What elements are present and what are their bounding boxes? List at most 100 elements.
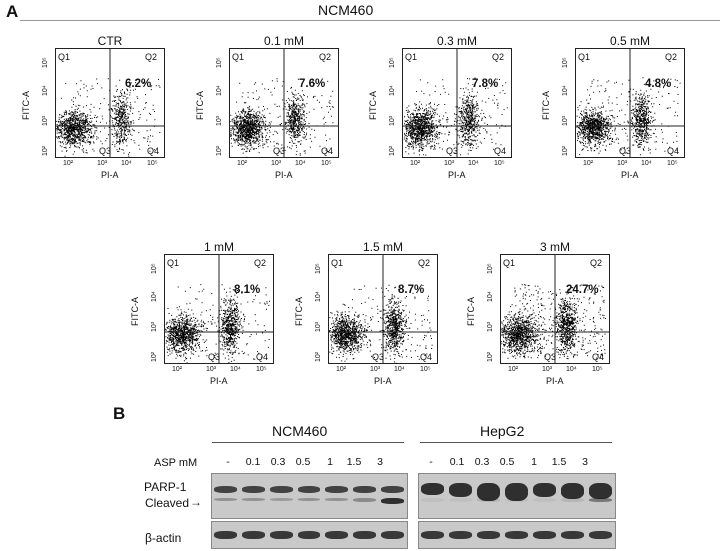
y-tick-label: 10⁵: [315, 263, 322, 274]
y-tick-label: 10³: [389, 115, 396, 126]
x-tick-label: 10²: [237, 160, 248, 167]
y-tick-label: 10³: [216, 115, 223, 126]
blot-band: [241, 531, 265, 539]
q2-percentage: 4.8%: [645, 78, 672, 90]
lane-label: 0.3: [270, 456, 286, 468]
x-tick-label: 10³: [617, 160, 628, 167]
x-axis-label: PI-A: [101, 170, 119, 180]
y-tick-label: 10⁴: [216, 85, 223, 96]
y-tick-label: 10⁴: [562, 85, 569, 96]
asp-label: ASP mM: [154, 457, 198, 469]
y-tick-label: 10³: [487, 321, 494, 332]
blot-band: [589, 483, 612, 499]
panel-a-cell-line: NCM460: [318, 2, 374, 18]
y-tick-label: 10⁵: [216, 57, 223, 68]
y-tick-label: 10³: [562, 115, 569, 126]
y-tick-label: 10²: [151, 351, 158, 362]
blot-band: [477, 498, 500, 502]
y-tick-label: 10⁴: [315, 291, 322, 302]
group-hepg2-line: [420, 442, 612, 443]
blot-band: [533, 483, 556, 497]
lane-label: -: [429, 456, 433, 468]
blot-band: [533, 498, 556, 502]
scatter-area: [575, 48, 685, 158]
blot-band: [561, 531, 584, 539]
x-tick-label: 10⁵: [256, 366, 267, 373]
flow-plot: Q1 Q2 Q3 Q4 8.1%: [164, 254, 274, 364]
plot-title: 0.3 mM: [436, 34, 477, 48]
quadrant-label: Q3: [544, 352, 557, 362]
blot-band: [297, 486, 321, 493]
lane-label: 1.5: [346, 456, 362, 468]
y-tick-label: 10⁴: [151, 291, 158, 302]
blot-band: [477, 531, 500, 539]
quadrant-label: Q3: [99, 146, 112, 156]
lane-label: 0.1: [449, 456, 465, 468]
y-tick-label: 10²: [42, 145, 49, 156]
quadrant-label: Q2: [418, 258, 431, 268]
quadrant-label: Q4: [420, 352, 433, 362]
x-tick-label: 10²: [63, 160, 74, 167]
y-tick-label: 10⁵: [151, 263, 158, 274]
quadrant-label: Q4: [147, 146, 160, 156]
y-tick-label: 10⁵: [487, 263, 494, 274]
plot-title: 0.1 mM: [263, 34, 304, 48]
y-tick-label: 10⁵: [562, 57, 569, 68]
quadrant-label: Q2: [145, 52, 158, 62]
blot-band: [505, 498, 528, 502]
plot-title: 3 mM: [540, 240, 570, 254]
q2-percentage: 7.8%: [472, 78, 499, 90]
blot-band: [325, 498, 349, 501]
blot-band: [449, 498, 472, 502]
y-tick-label: 10²: [562, 145, 569, 156]
lane-label: 3: [377, 456, 383, 468]
plot-title: 1 mM: [204, 240, 234, 254]
flow-plot: Q1 Q2 Q3 Q4 7.8%: [402, 48, 512, 158]
x-tick-label: 10⁴: [121, 160, 132, 167]
x-tick-label: 10⁵: [321, 160, 332, 167]
blot-band: [325, 486, 349, 493]
quadrant-label: Q2: [665, 52, 678, 62]
y-axis-label: FITC-A: [541, 91, 551, 120]
q2-percentage: 8.7%: [398, 284, 425, 296]
blot-band: [477, 483, 500, 501]
blot-parp-hepg2: [418, 473, 616, 519]
x-axis-label: PI-A: [210, 376, 228, 386]
x-axis-label: PI-A: [374, 376, 392, 386]
x-tick-label: 10²: [583, 160, 594, 167]
parp-label: PARP-1: [144, 480, 187, 494]
lane-label: 1: [531, 456, 537, 468]
blot-band: [297, 531, 321, 539]
scatter-area: [55, 48, 165, 158]
scatter-area: [229, 48, 339, 158]
lane-label: 1.5: [551, 456, 567, 468]
flow-plot: Q1 Q2 Q3 Q4 6.2%: [55, 48, 165, 158]
q2-percentage: 24.7%: [566, 284, 599, 296]
y-tick-label: 10³: [315, 321, 322, 332]
group-ncm460-line: [212, 442, 404, 443]
y-tick-label: 10²: [216, 145, 223, 156]
blot-band: [449, 531, 472, 539]
x-axis-label: PI-A: [621, 170, 639, 180]
x-tick-label: 10²: [172, 366, 183, 373]
blot-band: [269, 531, 293, 539]
flow-plot: Q1 Q2 Q3 Q4 24.7%: [500, 254, 610, 364]
x-axis-label: PI-A: [275, 170, 293, 180]
arrow-icon: →: [190, 495, 202, 509]
x-axis-label: PI-A: [546, 376, 564, 386]
quadrant-label: Q4: [494, 146, 507, 156]
blot-band: [269, 486, 293, 493]
x-tick-label: 10⁴: [641, 160, 652, 167]
quadrant-label: Q3: [208, 352, 221, 362]
y-tick-label: 10⁴: [487, 291, 494, 302]
blot-band: [381, 531, 404, 539]
x-tick-label: 10⁴: [468, 160, 479, 167]
x-tick-label: 10²: [410, 160, 421, 167]
y-tick-label: 10³: [151, 321, 158, 332]
plot-title: 1.5 mM: [362, 240, 403, 254]
blot-parp-ncm460: [211, 473, 408, 519]
group-ncm460-label: NCM460: [272, 423, 328, 439]
blot-band: [561, 483, 584, 499]
quadrant-label: Q3: [446, 146, 459, 156]
x-tick-label: 10⁴: [295, 160, 306, 167]
